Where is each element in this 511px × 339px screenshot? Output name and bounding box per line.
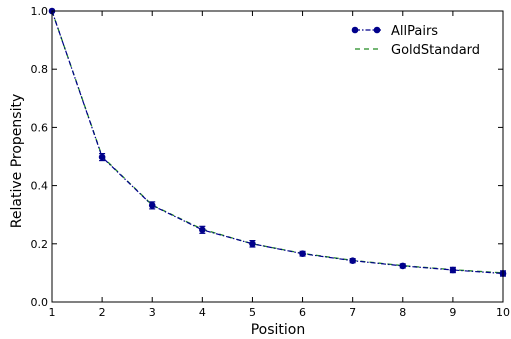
y-tick-label-0.4: 0.4 (31, 180, 49, 193)
legend-marker-allpairs-2 (373, 26, 381, 34)
legend-marker-allpairs-1 (351, 26, 359, 34)
y-tick-label-0.0: 0.0 (31, 296, 49, 309)
y-axis-label: Relative Propensity (9, 94, 25, 228)
point-allpairs-4 (199, 226, 206, 234)
x-axis-label: Position (251, 322, 306, 338)
x-tick-label-8: 8 (399, 306, 406, 319)
point-allpairs-5 (249, 240, 256, 248)
plot-area (48, 7, 507, 277)
legend-label-allpairs: AllPairs (391, 24, 438, 39)
plot-frame (51, 10, 504, 303)
x-tick-label-1: 1 (49, 306, 56, 319)
legend: AllPairs GoldStandard (351, 24, 480, 58)
x-tick-label-9: 9 (449, 306, 456, 319)
y-tick-label-0.6: 0.6 (31, 121, 49, 134)
x-tick-label-3: 3 (149, 306, 156, 319)
x-tick-label-7: 7 (349, 306, 356, 319)
x-tick-label-2: 2 (99, 306, 106, 319)
point-allpairs-6 (299, 250, 306, 257)
point-allpairs-8 (399, 262, 407, 270)
y-tick-label-0.8: 0.8 (31, 63, 49, 76)
axis-ticks: 1 2 3 4 5 6 7 8 9 10 0.0 0.2 0.4 0.6 0.8 1.0 (31, 5, 511, 319)
x-tick-label-6: 6 (299, 306, 306, 319)
y-tick-label-1.0: 1.0 (31, 5, 49, 18)
point-allpairs-2 (98, 153, 106, 161)
x-tick-label-4: 4 (199, 306, 206, 319)
series-line-allpairs (51, 10, 504, 275)
x-tick-label-10: 10 (496, 306, 510, 319)
point-allpairs-3 (148, 202, 156, 209)
point-allpairs-9 (449, 266, 457, 274)
legend-label-goldstandard: GoldStandard (391, 43, 480, 58)
point-allpairs-7 (349, 257, 356, 264)
y-tick-label-0.2: 0.2 (31, 238, 49, 251)
x-tick-label-5: 5 (249, 306, 256, 319)
